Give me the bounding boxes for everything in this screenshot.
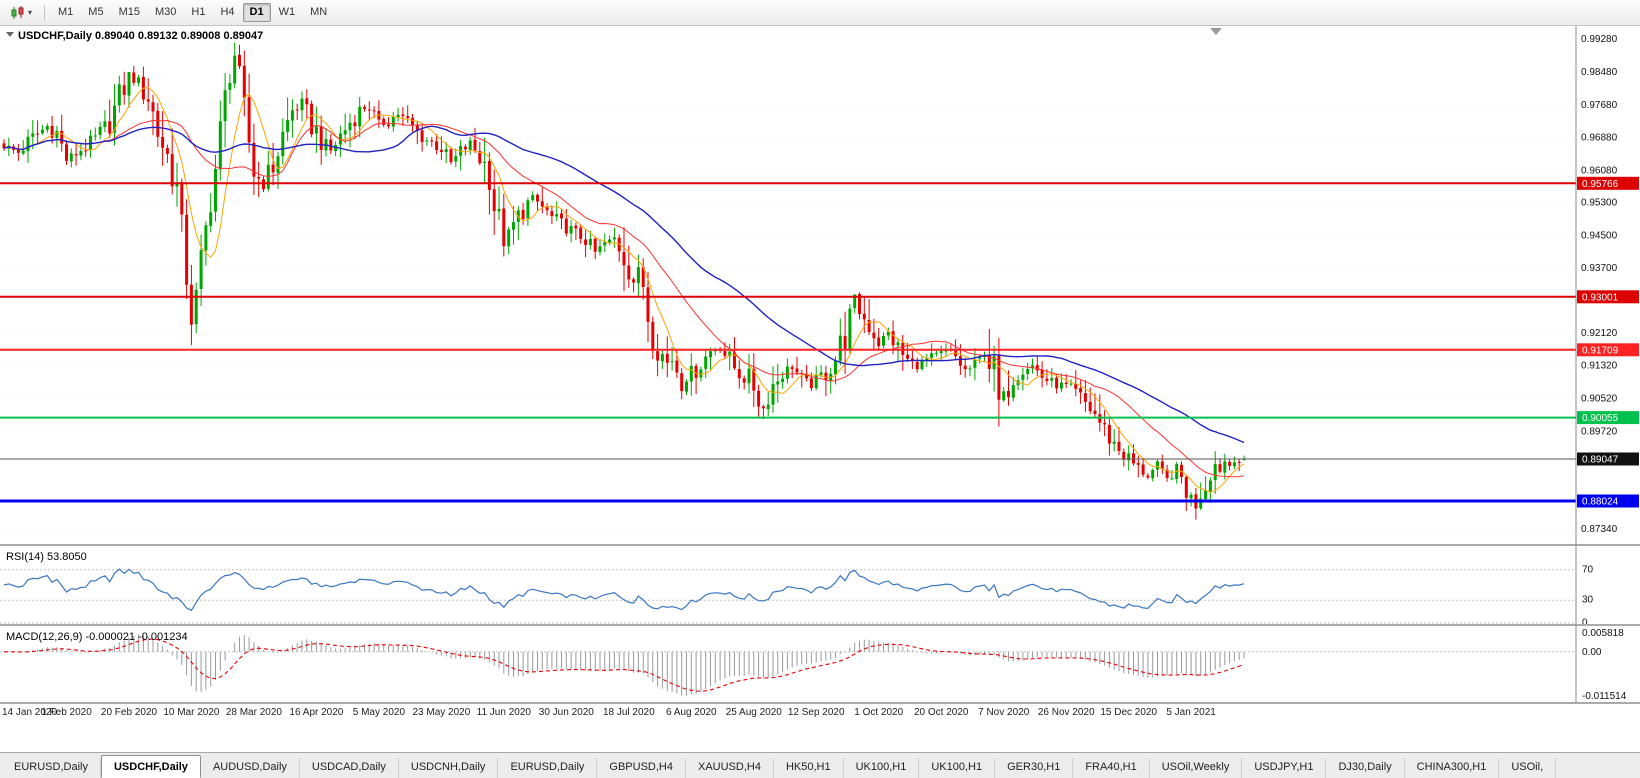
chart-tab-usdcnh-daily[interactable]: USDCNH,Daily [399,758,499,778]
chart-tab-uk100-h1[interactable]: UK100,H1 [919,758,996,778]
chart-tab-usdcad-daily[interactable]: USDCAD,Daily [300,758,399,778]
candlestick-chart-icon [11,5,24,19]
svg-text:11 Jun 2020: 11 Jun 2020 [477,707,532,718]
svg-text:20 Feb 2020: 20 Feb 2020 [101,707,158,718]
svg-text:25 Aug 2020: 25 Aug 2020 [726,707,783,718]
svg-text:0.90520: 0.90520 [1581,394,1618,405]
chart-tab-usoil-weekly[interactable]: USOil,Weekly [1150,758,1243,778]
svg-text:70: 70 [1582,564,1594,575]
main-price-panel [0,26,1640,752]
timeframe-button-w1[interactable]: W1 [278,6,296,18]
svg-text:0.92120: 0.92120 [1581,328,1618,339]
macd-panel: 0.005818 0.00 -0.011514 [0,628,1627,702]
svg-text:0.88024: 0.88024 [1582,497,1619,508]
svg-text:0.91320: 0.91320 [1581,361,1618,372]
toolbar-separator [44,4,46,21]
svg-text:5 Jan 2021: 5 Jan 2021 [1166,707,1216,718]
svg-text:14 Jan 2020: 14 Jan 2020 [2,707,57,718]
svg-text:USDCHF,Daily 0.89040 0.89132 0: USDCHF,Daily 0.89040 0.89132 0.89008 0.8… [18,30,263,42]
svg-text:0.87340: 0.87340 [1581,524,1618,535]
chart-tab-usoil-[interactable]: USOil, [1499,758,1557,778]
svg-text:0.95300: 0.95300 [1581,197,1618,208]
svg-text:-0.011514: -0.011514 [1582,691,1627,702]
svg-text:15 Dec 2020: 15 Dec 2020 [1100,707,1157,718]
chart-tab-ger30-h1[interactable]: GER30,H1 [995,758,1074,778]
chart-tab-hk50-h1[interactable]: HK50,H1 [774,758,844,778]
dropdown-caret-icon: ▾ [28,7,33,17]
timeframe-toolbar: ▾ M1 M5 M15 M30 H1 H4 D1 W1 MN [0,0,1640,26]
svg-text:0.96880: 0.96880 [1581,133,1618,144]
svg-text:0.90055: 0.90055 [1582,413,1619,424]
svg-text:0.97680: 0.97680 [1581,100,1618,111]
timeframe-button-m30[interactable]: M30 [154,6,177,18]
chart-tab-audusd-daily[interactable]: AUDUSD,Daily [201,758,300,778]
svg-text:0.93700: 0.93700 [1581,263,1618,274]
timeframe-button-mn[interactable]: MN [310,6,328,18]
chart-tab-uk100-h1[interactable]: UK100,H1 [844,758,920,778]
svg-text:0.89047: 0.89047 [1582,455,1619,466]
panel-titles: USDCHF,Daily 0.89040 0.89132 0.89008 0.8… [6,30,263,643]
chart-tab-eurusd-daily[interactable]: EURUSD,Daily [498,758,598,778]
chart-tab-gbpusd-h4[interactable]: GBPUSD,H4 [597,758,686,778]
svg-text:23 May 2020: 23 May 2020 [412,707,470,718]
svg-text:0.005818: 0.005818 [1582,628,1624,639]
svg-text:5 May 2020: 5 May 2020 [353,707,406,718]
svg-text:0.96080: 0.96080 [1581,165,1618,176]
chart-tab-usdjpy-h1[interactable]: USDJPY,H1 [1242,758,1327,778]
svg-text:20 Oct 2020: 20 Oct 2020 [914,707,969,718]
chart-tab-eurusd-daily[interactable]: EURUSD,Daily [2,758,101,778]
svg-text:0.00: 0.00 [1582,647,1602,658]
chart-type-button[interactable]: ▾ [4,3,38,23]
svg-text:1 Feb 2020: 1 Feb 2020 [41,707,92,718]
svg-text:RSI(14) 53.8050: RSI(14) 53.8050 [6,551,87,563]
svg-text:12 Sep 2020: 12 Sep 2020 [788,707,845,718]
svg-text:26 Nov 2020: 26 Nov 2020 [1038,707,1095,718]
svg-text:0.89720: 0.89720 [1581,426,1618,437]
svg-text:30: 30 [1582,595,1594,606]
timeframe-button-h1[interactable]: H1 [191,6,206,18]
chart-area: 70 30 0 0.005818 0.00 -0.011514 0.99280 0.98480… [0,26,1640,752]
svg-text:MACD(12,26,9) -0.000021 -0.001: MACD(12,26,9) -0.000021 -0.001234 [6,631,188,643]
chart-tab-usdchf-daily[interactable]: USDCHF,Daily [100,755,201,778]
svg-text:7 Nov 2020: 7 Nov 2020 [978,707,1030,718]
usdchf-daily-chart[interactable]: 70 30 00.005818 0.00 -0.011514 0.99280 0.98480… [0,26,1640,752]
svg-text:0.91709: 0.91709 [1582,345,1619,356]
timeframe-button-m5[interactable]: M5 [88,6,104,18]
svg-text:28 Mar 2020: 28 Mar 2020 [226,707,283,718]
svg-text:0.93001: 0.93001 [1582,292,1619,303]
timeframe-button-m1[interactable]: M1 [58,6,74,18]
chart-tab-dj30-daily[interactable]: DJ30,Daily [1326,758,1405,778]
svg-text:0: 0 [1582,618,1588,629]
rsi-panel: 70 30 0 [0,564,1594,629]
svg-text:0.99280: 0.99280 [1581,34,1618,45]
svg-text:0.95766: 0.95766 [1582,179,1619,190]
svg-text:6 Aug 2020: 6 Aug 2020 [666,707,717,718]
svg-text:10 Mar 2020: 10 Mar 2020 [163,707,220,718]
svg-text:0.98480: 0.98480 [1581,67,1618,78]
svg-text:30 Jun 2020: 30 Jun 2020 [539,707,594,718]
timeframe-buttons: M1 M5 M15 M30 H1 H4 D1 W1 MN [51,3,334,22]
timeframe-button-m15[interactable]: M15 [118,6,140,18]
chart-tab-china300-h1[interactable]: CHINA300,H1 [1405,758,1500,778]
svg-text:0.94500: 0.94500 [1581,230,1618,241]
timeframe-button-h4[interactable]: H4 [220,6,235,18]
svg-text:18 Jul 2020: 18 Jul 2020 [603,707,655,718]
chart-shift-marker [1210,28,1222,35]
chart-tab-xauusd-h4[interactable]: XAUUSD,H4 [686,758,774,778]
chart-tab-fra40-h1[interactable]: FRA40,H1 [1073,758,1150,778]
timeframe-button-d1[interactable]: D1 [242,3,271,22]
svg-text:16 Apr 2020: 16 Apr 2020 [289,707,343,718]
chart-tabs-bar: EURUSD,Daily USDCHF,Daily AUDUSD,Daily USDC… [0,752,1640,778]
price-axis[interactable]: 0.99280 0.98480 0.97680 0.96880 0.96080 0.953… [1575,26,1639,703]
svg-text:1 Oct 2020: 1 Oct 2020 [854,707,903,718]
